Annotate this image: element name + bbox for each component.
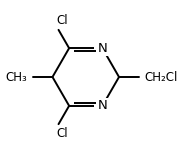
Text: Cl: Cl bbox=[57, 127, 68, 140]
Text: CH₂Cl: CH₂Cl bbox=[145, 71, 178, 83]
Text: N: N bbox=[97, 99, 107, 112]
Text: N: N bbox=[97, 42, 107, 55]
Text: Cl: Cl bbox=[57, 14, 68, 27]
Text: CH₃: CH₃ bbox=[5, 71, 27, 83]
